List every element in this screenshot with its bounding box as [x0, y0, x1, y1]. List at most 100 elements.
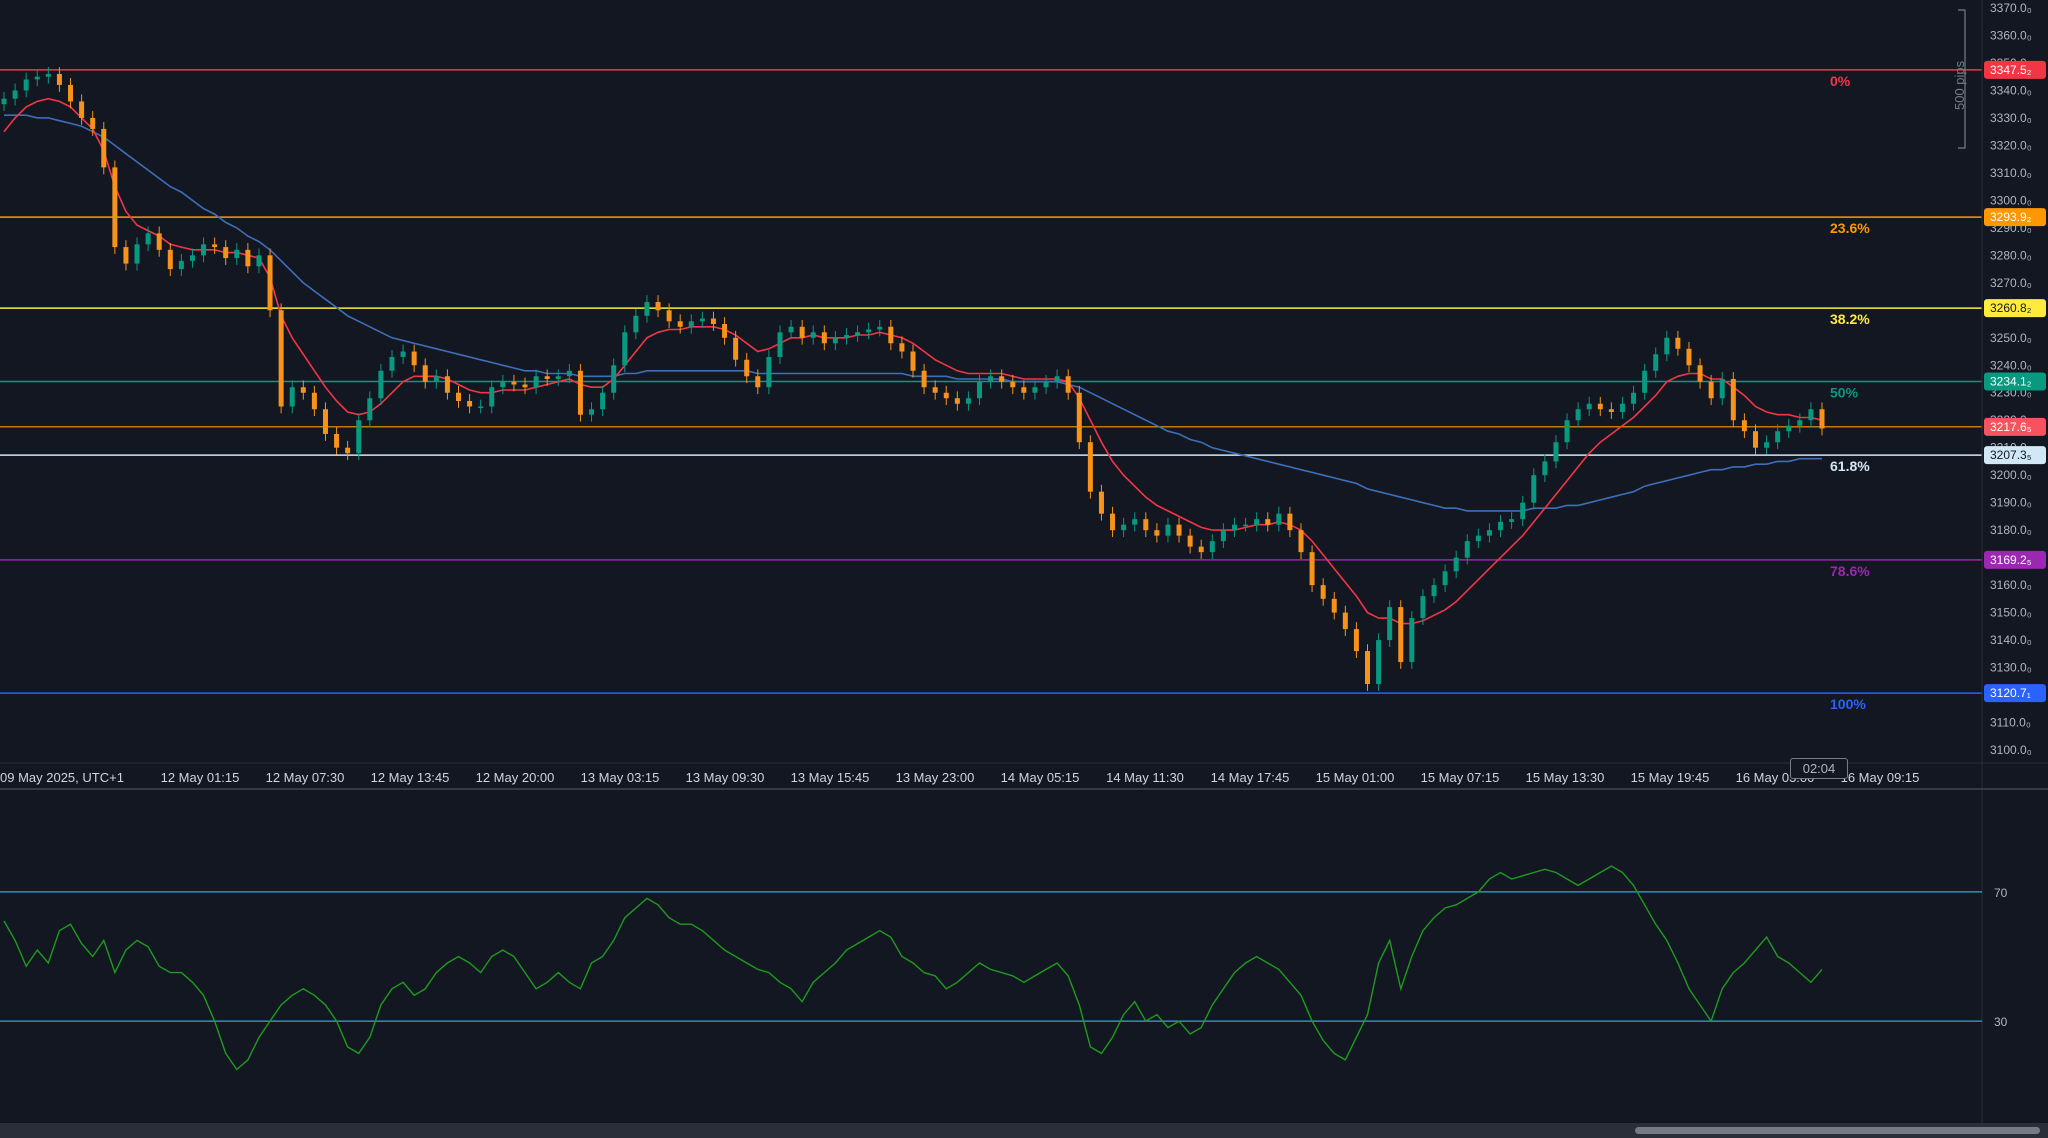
candle-body — [733, 337, 739, 360]
candle-body — [877, 326, 883, 330]
candle-body — [156, 233, 162, 250]
time-tick-label: 12 May 13:45 — [371, 770, 450, 785]
candle-body — [533, 376, 539, 388]
candle-body — [1398, 607, 1404, 663]
fib-level-label: 0% — [1830, 73, 1851, 89]
candle-body — [1176, 524, 1182, 536]
candle-body — [300, 387, 306, 393]
horizontal-scrollbar-thumb[interactable] — [1635, 1127, 2040, 1134]
candle-body — [322, 409, 328, 434]
candle-body — [866, 329, 872, 333]
candle-body — [1243, 524, 1249, 527]
candle-body — [145, 233, 151, 245]
price-tick-label: 3270.0₀ — [1990, 276, 2032, 290]
candle-body — [943, 392, 949, 399]
candle-body — [655, 302, 661, 311]
candle-body — [356, 420, 362, 454]
candle-body — [999, 376, 1005, 382]
price-tick-label: 3330.0₀ — [1990, 111, 2032, 125]
candle-body — [1442, 571, 1448, 586]
candle-body — [23, 79, 29, 91]
rsi-level-label: 70 — [1994, 886, 2008, 900]
candle-body — [777, 332, 783, 358]
candle-body — [744, 359, 750, 377]
candle-body — [1686, 348, 1692, 366]
current-price-tag-label: 3217.6₅ — [1990, 420, 2032, 434]
candle-body — [722, 324, 728, 338]
candle-body — [1486, 530, 1492, 536]
candle-body — [1387, 607, 1393, 641]
price-tag — [1984, 446, 2046, 465]
price-tag — [1984, 299, 2046, 318]
candle-body — [1342, 612, 1348, 630]
candle-body — [311, 392, 317, 410]
candle-body — [1730, 379, 1736, 421]
candle-body — [589, 409, 595, 415]
candle-body — [633, 315, 639, 333]
candle-body — [1320, 585, 1326, 599]
candle-body — [189, 255, 195, 261]
candle-body — [1664, 337, 1670, 355]
candle-body — [422, 365, 428, 382]
candle-body — [888, 326, 894, 344]
candle-body — [112, 167, 118, 248]
candle-body — [1054, 376, 1060, 382]
price-tick-label: 3320.0₀ — [1990, 138, 2032, 152]
candle-body — [954, 398, 960, 404]
rsi-line — [3, 865, 1823, 1071]
measure-label: 500 pips — [1952, 60, 1967, 110]
price-tag-label: 3260.8₂ — [1990, 301, 2032, 315]
candle-body — [1764, 442, 1770, 448]
measure-bracket — [1958, 9, 1966, 149]
candle-body — [1298, 530, 1304, 553]
candle-body — [201, 244, 207, 256]
candle-body — [90, 117, 96, 129]
candle-body — [1265, 519, 1271, 525]
price-tick-label: 3100.0₀ — [1990, 743, 2032, 757]
candle-body — [79, 101, 85, 118]
candle-body — [1165, 524, 1171, 536]
candle-body — [1331, 598, 1337, 613]
price-tick-label: 3130.0₀ — [1990, 661, 2032, 675]
candle-body — [1520, 502, 1526, 520]
candle-body — [577, 370, 583, 415]
candle-body — [511, 381, 517, 385]
price-tag — [1984, 208, 2046, 227]
candle-body — [688, 321, 694, 327]
price-tag-label: 3347.5₂ — [1990, 63, 2032, 77]
candle-body — [1553, 442, 1559, 462]
candle-body — [467, 400, 473, 407]
candle-body — [1132, 519, 1138, 525]
candle-body — [223, 247, 229, 259]
candle-body — [1775, 431, 1781, 443]
candle-body — [1786, 425, 1792, 432]
candle-body — [855, 332, 861, 336]
horizontal-scrollbar-track[interactable] — [0, 1123, 2048, 1138]
time-tick-label: 13 May 03:15 — [581, 770, 660, 785]
candle-body — [555, 376, 561, 379]
price-tick-label: 3240.0₀ — [1990, 358, 2032, 372]
price-tick-label: 3110.0₀ — [1990, 716, 2031, 730]
price-tick-label: 3250.0₀ — [1990, 331, 2032, 345]
candle-body — [1542, 461, 1548, 476]
candle-body — [1209, 541, 1215, 553]
price-tag-label: 3207.3₅ — [1990, 448, 2032, 462]
candle-body — [1608, 409, 1614, 412]
price-tag-label: 3293.9₂ — [1990, 210, 2032, 224]
candle-body — [699, 318, 705, 322]
candle-body — [234, 249, 240, 259]
candle-body — [988, 376, 994, 382]
candle-body — [1719, 379, 1725, 399]
candle-body — [334, 433, 340, 448]
price-tick-label: 3310.0₀ — [1990, 166, 2032, 180]
candle-body — [1231, 524, 1237, 531]
candle-body — [677, 321, 683, 327]
candle-body — [1376, 640, 1382, 685]
time-tick-label: 14 May 05:15 — [1001, 770, 1080, 785]
candle-body — [788, 326, 794, 333]
price-tick-label: 3200.0₀ — [1990, 468, 2032, 482]
candle-body — [1143, 519, 1149, 531]
candle-body — [389, 357, 395, 371]
price-tick-label: 3370.0₀ — [1990, 1, 2032, 15]
